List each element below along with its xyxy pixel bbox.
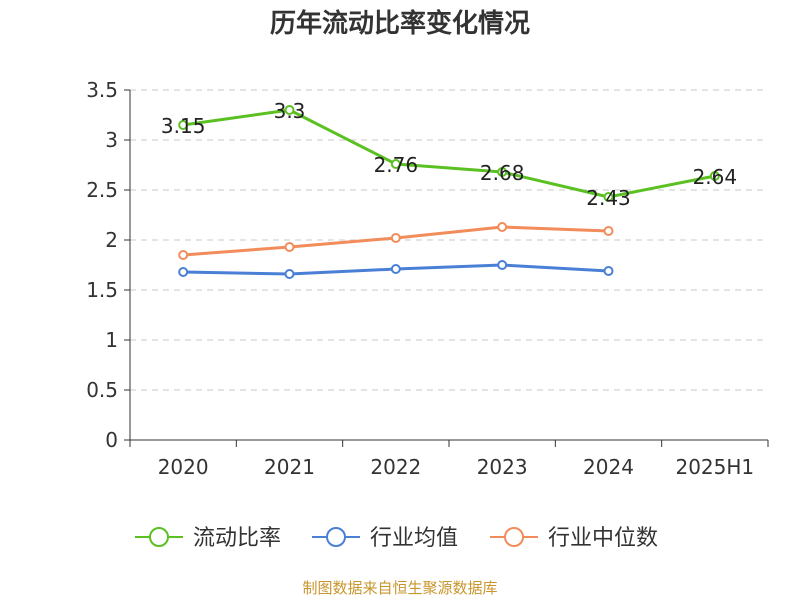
data-point <box>178 267 189 277</box>
y-tick-label: 1 <box>105 328 118 352</box>
y-tick-label: 1.5 <box>86 278 118 302</box>
y-tick-label: 2.5 <box>86 178 118 202</box>
data-point <box>284 242 295 252</box>
data-point <box>603 266 614 276</box>
data-label: 3.3 <box>274 99 306 123</box>
y-tick-label: 0.5 <box>86 378 118 402</box>
data-point <box>603 226 614 236</box>
data-point <box>497 260 508 270</box>
data-label: 2.68 <box>480 161 525 185</box>
x-tick-label: 2024 <box>583 455 634 479</box>
data-point <box>178 250 189 260</box>
x-tick-label: 2023 <box>477 455 528 479</box>
data-point <box>497 167 508 177</box>
x-tick-label: 2025H1 <box>675 455 754 479</box>
data-point <box>390 233 401 243</box>
x-tick-label: 2021 <box>264 455 315 479</box>
y-tick-label: 3.5 <box>86 78 118 102</box>
data-point <box>390 159 401 169</box>
series-line <box>182 108 716 199</box>
y-tick-label: 2 <box>105 228 118 252</box>
chart-title: 历年流动比率变化情况 <box>269 9 530 39</box>
data-point <box>284 269 295 279</box>
data-point <box>497 222 508 232</box>
legend-label: 行业中位数 <box>548 526 658 551</box>
legend-marker <box>504 527 524 547</box>
data-point <box>284 105 295 115</box>
legend-label: 行业均值 <box>370 526 458 551</box>
data-point <box>603 192 614 202</box>
data-label: 2.64 <box>693 165 738 189</box>
data-point <box>178 120 189 130</box>
x-tick-label: 2022 <box>370 455 421 479</box>
legend-marker <box>326 527 346 547</box>
legend-label: 流动比率 <box>193 526 281 551</box>
y-tick-label: 3 <box>105 128 118 152</box>
x-tick-label: 2020 <box>158 455 209 479</box>
data-label: 2.76 <box>374 153 419 177</box>
data-point <box>390 264 401 274</box>
legend-marker <box>149 527 169 547</box>
data-source-note: 制图数据来自恒生聚源数据库 <box>302 579 498 597</box>
data-point <box>709 171 720 181</box>
data-label: 2.43 <box>586 186 631 210</box>
y-tick-label: 0 <box>105 428 118 452</box>
data-label: 3.15 <box>161 114 206 138</box>
